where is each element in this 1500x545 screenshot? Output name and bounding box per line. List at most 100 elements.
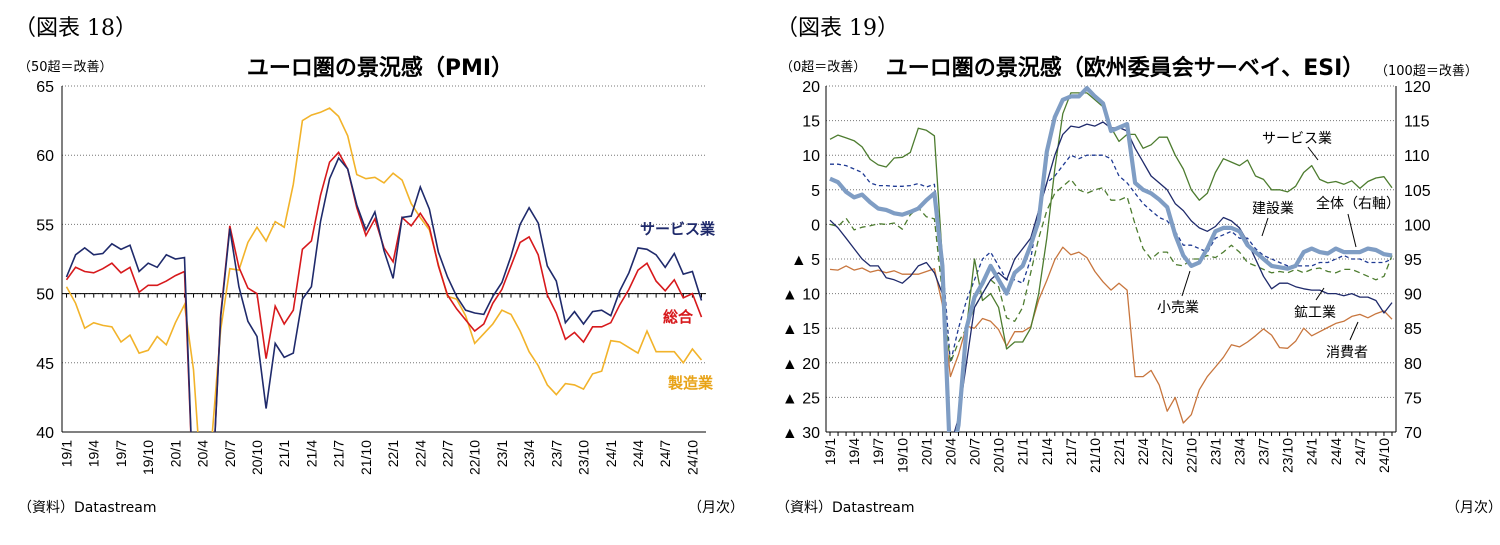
x-tick-label: 22/7 (1159, 438, 1175, 465)
series-line (65, 156, 703, 432)
x-tick-label: 19/10 (894, 438, 910, 473)
x-tick-label: 24/1 (603, 440, 619, 467)
annotation-leader (1315, 287, 1325, 301)
x-tick-label: 19/10 (140, 440, 156, 475)
x-tick-label: 21/1 (276, 440, 292, 467)
annotation-label: 鉱工業 (1294, 304, 1336, 320)
x-tick-label: 23/7 (548, 440, 564, 467)
series-label: 製造業 (667, 374, 714, 392)
x-tick-label: 21/10 (1087, 438, 1103, 473)
pmi-chart: 40 45 50 55 60 65 19/1 19/4 19/7 19/10 20/1 20/4 20/… (36, 79, 716, 475)
y-tick-label: 55 (36, 217, 54, 234)
y-tick-label-left: ▲ 25 (782, 390, 820, 407)
y-tick-label-right: 85 (1404, 321, 1422, 338)
x-tick-label: 24/7 (657, 440, 673, 467)
series-label: サービス業 (640, 220, 716, 238)
y-tick-label-left: ▲ 10 (782, 287, 820, 304)
x-tick-label: 23/4 (521, 440, 537, 467)
x-tick-label: 20/1 (918, 438, 934, 465)
x-tick-label: 23/10 (1280, 438, 1296, 473)
y-tick-label-right: 75 (1404, 390, 1422, 407)
annotation-leader (1349, 321, 1359, 341)
series-line (829, 92, 1393, 432)
x-tick-label: 19/7 (113, 440, 129, 467)
x-tick-label: 20/10 (249, 440, 265, 475)
y-tick-label-left: ▲ 15 (782, 321, 820, 338)
left-chart-title: ユーロ圏の景況感（PMI） (246, 56, 514, 81)
x-tick-label: 21/4 (303, 440, 319, 467)
y-tick-label: 60 (36, 148, 54, 165)
annotation-label: 消費者 (1326, 344, 1368, 360)
series-line (65, 107, 703, 432)
annotation-leader (1347, 213, 1357, 248)
series-line (829, 86, 1393, 432)
x-tick-label: 24/10 (1376, 438, 1392, 473)
x-tick-label: 20/10 (991, 438, 1007, 473)
y-tick-label-right: 90 (1404, 287, 1422, 304)
right-month-unit: （月次） (1446, 500, 1500, 516)
y-tick-label-right: 95 (1404, 252, 1422, 269)
y-tick-label-right: 110 (1404, 148, 1430, 165)
y-tick-label-right: 115 (1404, 114, 1430, 131)
series-label: 総合 (663, 308, 694, 326)
x-tick-label: 22/1 (385, 440, 401, 467)
right-source: （資料）Datastream (776, 500, 915, 516)
esi-chart: ▲ 30 ▲ 25 ▲ 20 ▲ 15 ▲ 10 ▲ 5 0 5 10 15 20 70 75 80 85 9… (782, 79, 1431, 473)
x-tick-label: 23/1 (1207, 438, 1223, 465)
x-tick-label: 24/10 (684, 440, 700, 475)
x-tick-label: 21/10 (358, 440, 374, 475)
x-tick-label: 24/1 (1304, 438, 1320, 465)
y-tick-label-right: 80 (1404, 356, 1422, 373)
x-tick-label: 21/4 (1039, 438, 1055, 465)
x-tick-label: 22/4 (412, 440, 428, 467)
annotation-leader (1307, 146, 1319, 161)
x-tick-label: 22/4 (1135, 438, 1151, 465)
x-tick-label: 22/1 (1111, 438, 1127, 465)
series-line (830, 154, 1393, 364)
left-y-unit: （50超＝改善） (18, 60, 113, 75)
y-tick-label-left: 15 (802, 114, 820, 131)
y-tick-label: 45 (36, 356, 54, 373)
x-tick-label: 19/4 (846, 438, 862, 465)
annotation-label: サービス業 (1262, 130, 1332, 146)
x-tick-label: 23/1 (494, 440, 510, 467)
x-tick-label: 24/7 (1352, 438, 1368, 465)
y-tick-label-left: 5 (811, 183, 820, 200)
x-tick-label: 20/7 (222, 440, 238, 467)
y-tick-label-left: ▲ 20 (782, 356, 820, 373)
x-tick-label: 19/1 (822, 438, 838, 465)
x-tick-label: 23/7 (1256, 438, 1272, 465)
right-chart-title: ユーロ圏の景況感（欧州委員会サーベイ、ESI） (885, 56, 1365, 81)
x-tick-label: 23/10 (576, 440, 592, 475)
x-tick-label: 22/10 (1183, 438, 1199, 473)
y-tick-label: 50 (36, 287, 54, 304)
y-tick-label-right: 100 (1404, 217, 1431, 234)
figure-19-label: （図表 19） (776, 16, 899, 41)
annotation-leader (1261, 217, 1269, 237)
x-tick-label: 21/7 (1063, 438, 1079, 465)
x-tick-label: 24/4 (630, 440, 646, 467)
y-tick-label-left: ▲ 30 (782, 425, 820, 442)
x-tick-label: 20/4 (195, 440, 211, 467)
y-tick-label: 40 (36, 425, 54, 442)
right-y-unit-right: （100超＝改善） (1375, 64, 1478, 79)
series-line (829, 178, 1393, 364)
x-tick-label: 20/1 (167, 440, 183, 467)
left-month-unit: （月次） (688, 500, 744, 516)
x-tick-label: 20/7 (967, 438, 983, 465)
x-tick-label: 19/1 (59, 440, 75, 467)
series-line (829, 246, 1393, 424)
right-y-unit-left: （0超＝改善） (780, 60, 867, 75)
x-tick-label: 24/4 (1328, 438, 1344, 465)
y-tick-label-right: 70 (1404, 425, 1422, 442)
x-tick-label: 19/7 (870, 438, 886, 465)
annotation-label: 小売業 (1157, 299, 1199, 315)
x-tick-label: 22/7 (439, 440, 455, 467)
x-tick-label: 22/10 (467, 440, 483, 475)
figure-18-label: （図表 18） (14, 16, 137, 41)
x-tick-label: 21/7 (331, 440, 347, 467)
y-tick-label-left: 0 (811, 217, 820, 234)
y-tick-label-right: 120 (1404, 79, 1431, 96)
y-tick-label-left: 10 (802, 148, 820, 165)
y-tick-label-left: ▲ 5 (791, 252, 820, 269)
